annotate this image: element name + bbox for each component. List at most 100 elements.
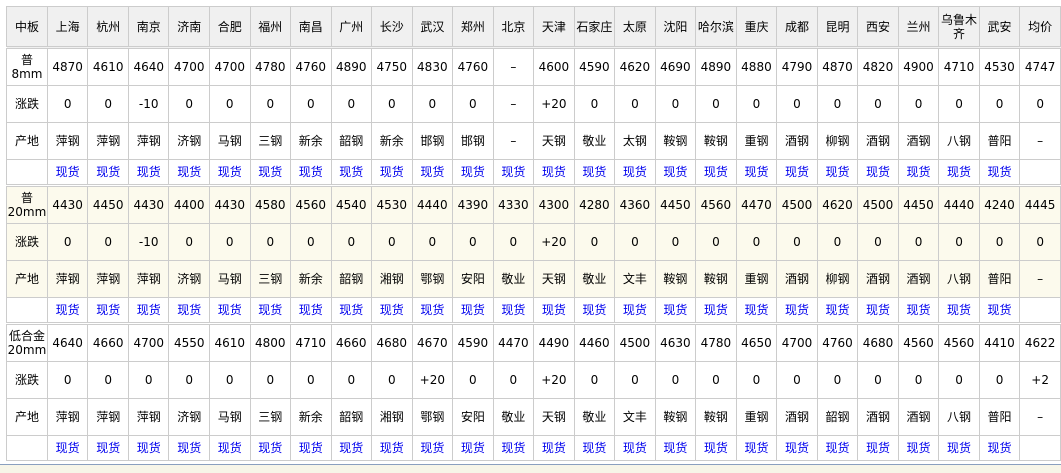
change-cell: +20 <box>411 361 454 399</box>
spot-link[interactable]: 现货 <box>258 303 283 317</box>
spot-link[interactable]: 现货 <box>987 303 1012 317</box>
spot-link[interactable]: 现货 <box>501 441 526 455</box>
spot-link[interactable]: 现货 <box>136 441 161 455</box>
spot-link[interactable]: 现货 <box>96 441 121 455</box>
price-cell: 4540 <box>330 184 373 224</box>
price-cell: 4650 <box>735 322 778 362</box>
spot-link[interactable]: 现货 <box>663 441 688 455</box>
spot-link[interactable]: 现货 <box>663 165 688 179</box>
spot-link[interactable]: 现货 <box>501 165 526 179</box>
spot-link[interactable]: 现货 <box>703 303 728 317</box>
spot-link[interactable]: 现货 <box>987 165 1012 179</box>
spot-link[interactable]: 现货 <box>825 303 850 317</box>
spot-link[interactable]: 现货 <box>784 165 809 179</box>
spot-link[interactable]: 现货 <box>582 441 607 455</box>
spot-link[interactable]: 现货 <box>460 303 485 317</box>
spot-link[interactable]: 现货 <box>177 165 202 179</box>
spot-cell: 现货 <box>857 435 899 461</box>
spot-cell: 现货 <box>654 435 697 461</box>
spot-cell: 现货 <box>776 435 818 461</box>
spot-link[interactable]: 现货 <box>744 303 769 317</box>
spot-link[interactable]: 现货 <box>947 441 972 455</box>
spot-link[interactable]: 现货 <box>784 441 809 455</box>
price-cell: 4760 <box>452 47 494 86</box>
origin-cell: 普阳 <box>978 260 1021 298</box>
spot-link[interactable]: 现货 <box>298 441 323 455</box>
spot-link[interactable]: 现货 <box>55 303 80 317</box>
spot-link[interactable]: 现货 <box>379 303 404 317</box>
spot-link[interactable]: 现货 <box>460 441 485 455</box>
spot-link[interactable]: 现货 <box>136 165 161 179</box>
price-cell: 4590 <box>573 47 616 86</box>
spot-cell: 现货 <box>168 435 210 461</box>
spot-link[interactable]: 现货 <box>96 303 121 317</box>
spot-link[interactable]: 现货 <box>420 303 445 317</box>
spot-link[interactable]: 现货 <box>744 165 769 179</box>
spot-link[interactable]: 现货 <box>339 165 364 179</box>
spot-link[interactable]: 现货 <box>906 165 931 179</box>
spot-link[interactable]: 现货 <box>825 165 850 179</box>
spot-link[interactable]: 现货 <box>947 165 972 179</box>
change-cell: 0 <box>978 85 1021 123</box>
spot-link[interactable]: 现货 <box>420 165 445 179</box>
spot-link[interactable]: 现货 <box>541 303 566 317</box>
spot-link[interactable]: 现货 <box>258 165 283 179</box>
spot-link[interactable]: 现货 <box>55 165 80 179</box>
spot-link[interactable]: 现货 <box>663 303 688 317</box>
spot-link[interactable]: 现货 <box>622 165 647 179</box>
spot-link[interactable]: 现货 <box>177 441 202 455</box>
origin-cell: 萍钢 <box>87 398 129 436</box>
spot-link[interactable]: 现货 <box>217 165 242 179</box>
spot-link[interactable]: 现货 <box>906 303 931 317</box>
spot-link[interactable]: 现货 <box>987 441 1012 455</box>
spot-link[interactable]: 现货 <box>217 441 242 455</box>
header-row: 中板 上海 杭州 南京 济南 合肥 福州 南昌 广州 长沙 武汉 郑州 北京 天津 石家庄 太原 沈阳 哈尔滨 重庆… <box>6 6 1061 49</box>
spot-link[interactable]: 现货 <box>582 165 607 179</box>
spot-link[interactable]: 现货 <box>825 441 850 455</box>
spot-link[interactable]: 现货 <box>96 165 121 179</box>
price-cell: 4470 <box>492 322 535 362</box>
spot-link[interactable]: 现货 <box>339 303 364 317</box>
change-cell: 0 <box>492 223 535 261</box>
spot-link[interactable]: 现货 <box>379 165 404 179</box>
spot-link[interactable]: 现货 <box>703 441 728 455</box>
spot-link[interactable]: 现货 <box>298 303 323 317</box>
spot-link[interactable]: 现货 <box>622 303 647 317</box>
spot-cell: 现货 <box>452 435 494 461</box>
spot-link[interactable]: 现货 <box>622 441 647 455</box>
spot-link[interactable]: 现货 <box>784 303 809 317</box>
price-cell: 4560 <box>290 184 332 224</box>
spot-link[interactable]: 现货 <box>217 303 242 317</box>
spot-link[interactable]: 现货 <box>298 165 323 179</box>
spot-link[interactable]: 现货 <box>379 441 404 455</box>
spot-link[interactable]: 现货 <box>541 165 566 179</box>
spot-link[interactable]: 现货 <box>258 441 283 455</box>
spot-link[interactable]: 现货 <box>339 441 364 455</box>
spot-link[interactable]: 现货 <box>865 441 890 455</box>
origin-cell: 济钢 <box>168 260 210 298</box>
spot-link[interactable]: 现货 <box>136 303 161 317</box>
spot-cell: 现货 <box>249 297 292 324</box>
spot-link[interactable]: 现货 <box>541 441 566 455</box>
spot-link[interactable]: 现货 <box>460 165 485 179</box>
change-cell: 0 <box>330 361 373 399</box>
origin-cell: – <box>1019 398 1061 436</box>
origin-cell: 普阳 <box>978 122 1021 160</box>
spot-link[interactable]: 现货 <box>947 303 972 317</box>
spot-link[interactable]: 现货 <box>177 303 202 317</box>
spot-link[interactable]: 现货 <box>55 441 80 455</box>
origin-cell: 普阳 <box>978 398 1021 436</box>
change-cell: 0 <box>411 223 454 261</box>
price-cell: 4430 <box>208 184 251 224</box>
spot-link[interactable]: 现货 <box>865 165 890 179</box>
price-cell: 4640 <box>46 322 89 362</box>
spot-link[interactable]: 现货 <box>420 441 445 455</box>
spot-link[interactable]: 现货 <box>865 303 890 317</box>
spot-link[interactable]: 现货 <box>501 303 526 317</box>
spot-link[interactable]: 现货 <box>906 441 931 455</box>
spot-link[interactable]: 现货 <box>582 303 607 317</box>
spot-link[interactable]: 现货 <box>703 165 728 179</box>
spot-cell: 现货 <box>735 297 778 324</box>
spot-cell: 现货 <box>492 297 535 324</box>
spot-link[interactable]: 现货 <box>744 441 769 455</box>
